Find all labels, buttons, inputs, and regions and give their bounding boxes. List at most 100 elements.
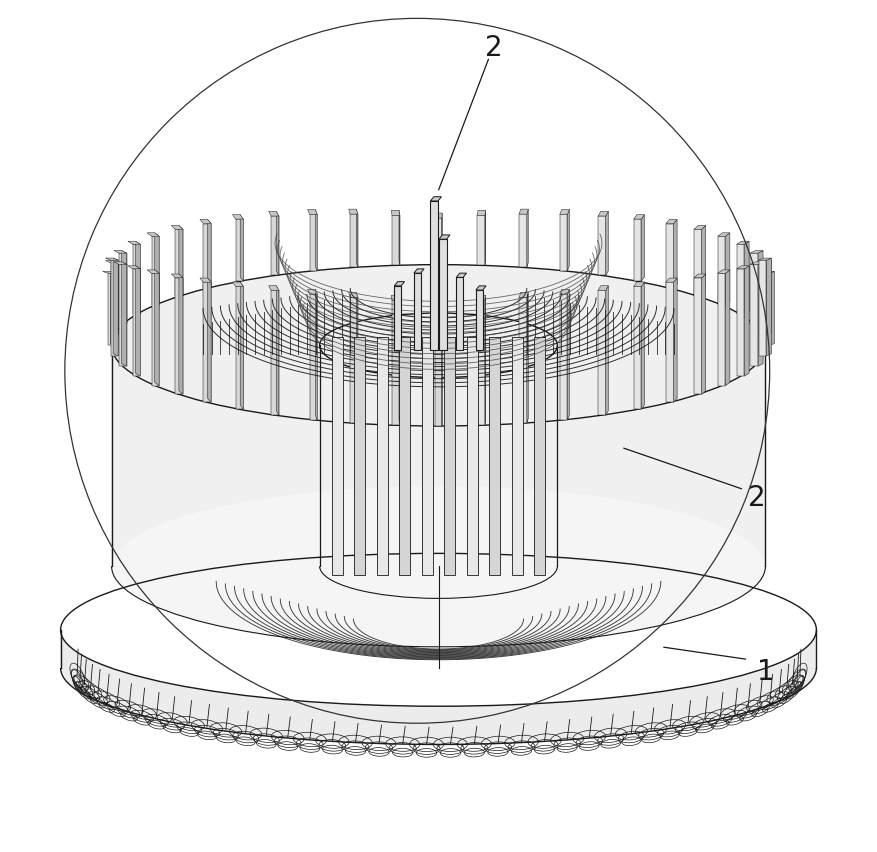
Polygon shape xyxy=(751,250,763,253)
Polygon shape xyxy=(435,297,442,302)
Polygon shape xyxy=(634,215,645,219)
Polygon shape xyxy=(356,209,358,268)
Polygon shape xyxy=(560,215,567,271)
Polygon shape xyxy=(315,210,317,271)
Polygon shape xyxy=(208,278,211,402)
Polygon shape xyxy=(200,220,211,223)
Polygon shape xyxy=(769,272,774,345)
Polygon shape xyxy=(232,282,243,286)
Polygon shape xyxy=(751,253,758,325)
Polygon shape xyxy=(766,261,772,335)
Polygon shape xyxy=(519,209,528,214)
Polygon shape xyxy=(758,262,763,366)
Polygon shape xyxy=(171,226,183,229)
Polygon shape xyxy=(332,337,343,574)
Polygon shape xyxy=(395,286,401,349)
Polygon shape xyxy=(438,239,446,349)
Polygon shape xyxy=(132,245,140,314)
Polygon shape xyxy=(666,220,677,223)
Polygon shape xyxy=(477,216,485,265)
Polygon shape xyxy=(438,235,450,239)
Polygon shape xyxy=(476,286,486,291)
Polygon shape xyxy=(737,245,745,314)
Polygon shape xyxy=(702,226,706,296)
Polygon shape xyxy=(414,273,421,349)
Polygon shape xyxy=(171,274,183,278)
Polygon shape xyxy=(114,262,126,264)
Polygon shape xyxy=(111,265,766,566)
Polygon shape xyxy=(308,290,317,294)
Polygon shape xyxy=(147,270,159,273)
Polygon shape xyxy=(232,215,243,219)
Polygon shape xyxy=(349,292,358,297)
Polygon shape xyxy=(136,266,140,377)
Polygon shape xyxy=(128,241,140,245)
Polygon shape xyxy=(456,273,467,278)
Polygon shape xyxy=(315,290,317,420)
Polygon shape xyxy=(356,292,358,423)
Polygon shape xyxy=(718,273,725,386)
Polygon shape xyxy=(759,260,766,356)
Polygon shape xyxy=(694,274,706,278)
Polygon shape xyxy=(113,261,118,335)
Polygon shape xyxy=(527,209,528,268)
Polygon shape xyxy=(476,291,482,349)
Polygon shape xyxy=(308,210,317,215)
Polygon shape xyxy=(718,270,730,273)
Text: 2: 2 xyxy=(748,484,766,512)
Polygon shape xyxy=(203,282,211,402)
Polygon shape xyxy=(598,285,609,291)
Text: 2: 2 xyxy=(485,34,503,62)
Polygon shape xyxy=(606,285,609,415)
Polygon shape xyxy=(236,219,243,281)
Polygon shape xyxy=(203,223,211,288)
Polygon shape xyxy=(718,236,725,305)
Polygon shape xyxy=(519,214,527,268)
Polygon shape xyxy=(456,278,463,349)
Polygon shape xyxy=(694,226,706,229)
Polygon shape xyxy=(175,278,183,394)
Polygon shape xyxy=(391,296,400,301)
Polygon shape xyxy=(103,272,116,273)
Polygon shape xyxy=(236,286,243,409)
Polygon shape xyxy=(641,282,645,409)
Polygon shape xyxy=(310,294,317,420)
Polygon shape xyxy=(119,264,126,366)
Polygon shape xyxy=(725,233,730,305)
Polygon shape xyxy=(435,218,442,265)
Polygon shape xyxy=(477,210,486,216)
Polygon shape xyxy=(737,266,749,269)
Polygon shape xyxy=(534,337,545,574)
Polygon shape xyxy=(745,241,749,314)
Polygon shape xyxy=(761,272,774,273)
Polygon shape xyxy=(759,262,766,335)
Polygon shape xyxy=(527,292,528,423)
Polygon shape xyxy=(694,229,702,296)
Polygon shape xyxy=(200,278,211,282)
Polygon shape xyxy=(641,215,645,281)
Polygon shape xyxy=(271,216,279,275)
Polygon shape xyxy=(467,337,478,574)
Polygon shape xyxy=(737,241,749,245)
Polygon shape xyxy=(111,272,116,345)
Polygon shape xyxy=(674,278,677,402)
Polygon shape xyxy=(718,233,730,236)
Polygon shape xyxy=(598,291,606,415)
Polygon shape xyxy=(354,337,366,574)
Polygon shape xyxy=(154,233,159,305)
Polygon shape xyxy=(606,211,609,275)
Polygon shape xyxy=(114,250,126,253)
Polygon shape xyxy=(276,211,279,275)
Polygon shape xyxy=(105,261,118,262)
Polygon shape xyxy=(694,278,702,394)
Polygon shape xyxy=(111,345,766,647)
Polygon shape xyxy=(154,270,159,386)
Polygon shape xyxy=(737,269,745,377)
Polygon shape xyxy=(136,241,140,314)
Polygon shape xyxy=(766,258,772,356)
Polygon shape xyxy=(240,215,243,281)
Polygon shape xyxy=(179,226,183,296)
Polygon shape xyxy=(132,269,140,377)
Polygon shape xyxy=(350,297,358,423)
Polygon shape xyxy=(392,301,400,425)
